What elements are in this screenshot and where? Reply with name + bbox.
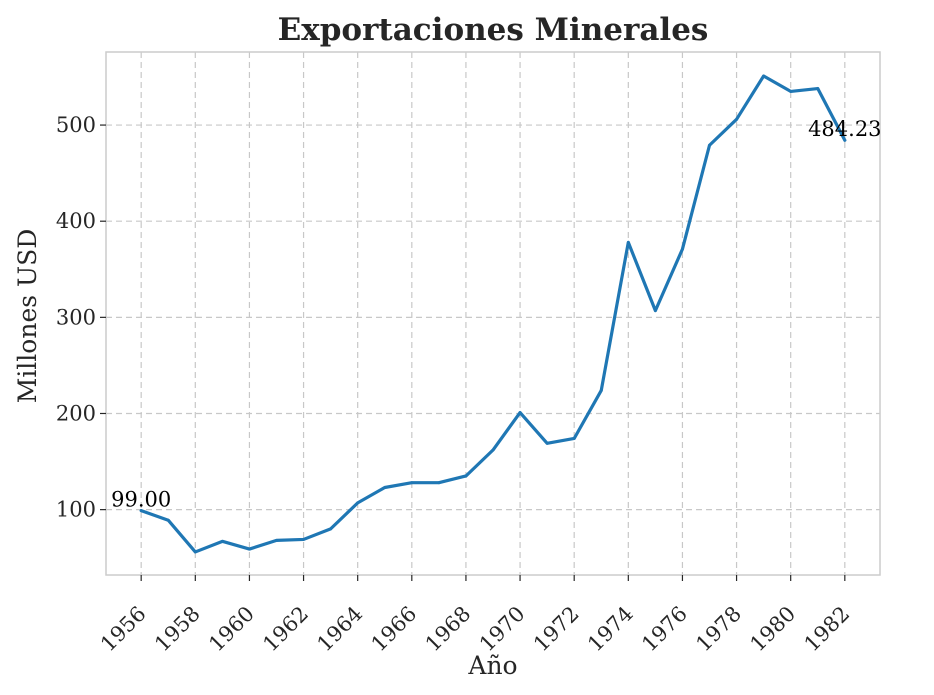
plot-frame <box>105 51 881 576</box>
y-tick-label: 500 <box>56 113 96 137</box>
x-tick-label: 1978 <box>691 602 746 657</box>
data-point <box>193 550 197 554</box>
data-point <box>139 509 143 512</box>
data-point <box>545 441 549 445</box>
x-tick-label: 1980 <box>745 602 800 657</box>
data-point <box>518 411 522 414</box>
data-point <box>464 474 468 478</box>
x-tick-label: 1970 <box>475 602 530 657</box>
x-tick-label: 1968 <box>421 602 476 657</box>
data-point <box>275 538 278 542</box>
data-label: 484.23 <box>808 117 881 141</box>
data-point <box>410 481 414 485</box>
x-tick-label: 1982 <box>800 602 855 657</box>
annotations: 99.00 484.23 <box>111 117 881 511</box>
series-layer <box>139 74 847 554</box>
x-axis-label: Año <box>467 651 517 680</box>
data-point <box>599 389 603 392</box>
x-tick-label: 1958 <box>150 602 205 657</box>
data-label: 99.00 <box>111 488 171 512</box>
data-point <box>789 90 793 93</box>
x-tick-label: 1972 <box>529 602 584 657</box>
data-point <box>383 486 387 489</box>
data-point <box>437 481 441 485</box>
x-tick-label: 1960 <box>204 602 259 657</box>
data-point <box>302 538 305 541</box>
data-point <box>708 143 711 147</box>
data-point <box>816 87 820 90</box>
y-tick-label: 100 <box>56 498 96 522</box>
x-tick-label: 1962 <box>258 602 313 657</box>
x-tick-label: 1966 <box>367 602 422 657</box>
y-axis-label: Millones USD <box>13 229 42 404</box>
data-point <box>681 247 684 251</box>
data-point <box>762 74 766 78</box>
data-point <box>329 527 333 531</box>
data-point <box>166 518 170 522</box>
data-point <box>491 448 495 452</box>
data-point <box>653 309 657 313</box>
y-tick-label: 400 <box>56 209 96 233</box>
chart-title: Exportaciones Minerales <box>278 12 709 48</box>
x-tick-label: 1956 <box>96 602 151 657</box>
data-point <box>626 240 630 244</box>
x-tick-label: 1976 <box>637 602 692 657</box>
y-tick-label: 200 <box>56 401 96 425</box>
data-point <box>735 117 738 121</box>
series-line <box>139 74 847 554</box>
x-tick-label: 1964 <box>312 602 367 657</box>
data-point <box>572 437 576 440</box>
data-point <box>248 547 251 551</box>
data-point <box>220 539 224 543</box>
data-point <box>843 138 847 142</box>
data-point <box>356 501 360 505</box>
y-tick-label: 300 <box>56 305 96 329</box>
x-tick-label: 1974 <box>583 602 638 657</box>
grid-lines <box>106 52 880 575</box>
